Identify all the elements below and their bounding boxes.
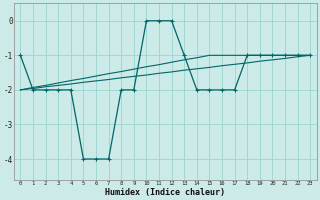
X-axis label: Humidex (Indice chaleur): Humidex (Indice chaleur) (105, 188, 225, 197)
